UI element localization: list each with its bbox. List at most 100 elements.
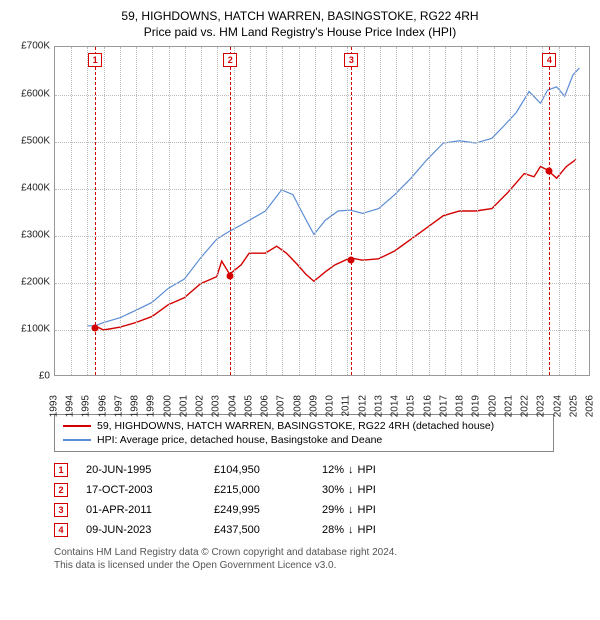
gridline-v [201, 47, 202, 375]
row-date: 09-JUN-2023 [86, 524, 196, 536]
x-axis: 1993199419951996199719981999200020012002… [54, 376, 590, 406]
x-tick-label: 2006 [260, 395, 271, 417]
gridline-v [299, 47, 300, 375]
gridline-v [217, 47, 218, 375]
y-tick-label: £600K [21, 88, 50, 99]
gridline-v [364, 47, 365, 375]
gridline-v [559, 47, 560, 375]
x-tick-label: 2023 [536, 395, 547, 417]
gridline-v [445, 47, 446, 375]
x-tick-label: 2022 [520, 395, 531, 417]
gridline-v [494, 47, 495, 375]
gridline-v [526, 47, 527, 375]
y-tick-label: £500K [21, 135, 50, 146]
row-delta-vs: HPI [358, 484, 376, 496]
table-row: 4 09-JUN-2023 £437,500 28%↓HPI [54, 520, 554, 540]
gridline-v [152, 47, 153, 375]
x-tick-label: 2002 [195, 395, 206, 417]
sale-marker-dot [227, 273, 234, 280]
sale-marker-number: 4 [542, 53, 556, 67]
chart-container: 59, HIGHDOWNS, HATCH WARREN, BASINGSTOKE… [0, 0, 600, 578]
row-delta-pct: 12% [322, 464, 344, 476]
x-tick-label: 1997 [113, 395, 124, 417]
title-line-1: 59, HIGHDOWNS, HATCH WARREN, BASINGSTOKE… [10, 8, 590, 24]
x-tick-label: 2001 [178, 395, 189, 417]
row-delta: 30%↓HPI [322, 484, 376, 496]
legend-label: 59, HIGHDOWNS, HATCH WARREN, BASINGSTOKE… [97, 420, 494, 432]
gridline-v [71, 47, 72, 375]
plot-area: 1234 [54, 46, 590, 376]
sale-marker-dot [92, 324, 99, 331]
row-date: 17-OCT-2003 [86, 484, 196, 496]
sale-marker-line [230, 47, 231, 375]
x-tick-label: 2016 [422, 395, 433, 417]
gridline-v [315, 47, 316, 375]
x-tick-label: 2009 [308, 395, 319, 417]
y-tick-label: £400K [21, 182, 50, 193]
row-delta-pct: 30% [322, 484, 344, 496]
row-delta-vs: HPI [358, 464, 376, 476]
gridline-v [542, 47, 543, 375]
gridline-v [234, 47, 235, 375]
x-tick-label: 2020 [487, 395, 498, 417]
chart-area: £0£100K£200K£300K£400K£500K£600K£700K 12… [10, 46, 590, 406]
row-marker-number: 2 [54, 483, 68, 497]
x-tick-label: 2015 [406, 395, 417, 417]
series-price_paid [95, 160, 576, 331]
x-tick-label: 1998 [130, 395, 141, 417]
sale-marker-line [549, 47, 550, 375]
gridline-v [396, 47, 397, 375]
x-tick-label: 2014 [390, 395, 401, 417]
x-tick-label: 1993 [49, 395, 60, 417]
table-row: 301-APR-2011£249,99529%↓HPI [54, 500, 554, 520]
sale-marker-number: 2 [223, 53, 237, 67]
sale-marker-dot [546, 168, 553, 175]
gridline-v [461, 47, 462, 375]
table-row: 2 17-OCT-2003 £215,000 30%↓HPI [54, 480, 554, 500]
x-tick-label: 2024 [552, 395, 563, 417]
row-marker-number: 4 [54, 523, 68, 537]
x-tick-label: 2004 [227, 395, 238, 417]
gridline-v [169, 47, 170, 375]
x-tick-label: 2021 [503, 395, 514, 417]
gridline-v [575, 47, 576, 375]
gridline-v [185, 47, 186, 375]
row-date: 20-JUN-1995 [86, 464, 196, 476]
sale-marker-number: 1 [88, 53, 102, 67]
gridline-v [429, 47, 430, 375]
row-delta: 29%↓HPI [322, 504, 376, 516]
x-tick-label: 2025 [568, 395, 579, 417]
row-price: £104,950 [214, 464, 304, 476]
x-tick-label: 2010 [325, 395, 336, 417]
x-tick-label: 2011 [341, 395, 352, 417]
arrow-down-icon: ↓ [348, 464, 354, 476]
row-delta: 28%↓HPI [322, 524, 376, 536]
legend: 59, HIGHDOWNS, HATCH WARREN, BASINGSTOKE… [54, 414, 554, 452]
row-price: £437,500 [214, 524, 304, 536]
row-price: £215,000 [214, 484, 304, 496]
footer-line-1: Contains HM Land Registry data © Crown c… [54, 546, 590, 559]
x-tick-label: 2007 [276, 395, 287, 417]
table-row: 1 20-JUN-1995 £104,950 12% ↓ HPI [54, 460, 554, 480]
gridline-v [380, 47, 381, 375]
row-delta-pct: 28% [322, 524, 344, 536]
title-line-2: Price paid vs. HM Land Registry's House … [10, 24, 590, 40]
series-hpi [87, 68, 579, 326]
y-tick-label: £100K [21, 324, 50, 335]
y-tick-label: £200K [21, 277, 50, 288]
row-delta-vs: HPI [358, 504, 376, 516]
chart-title: 59, HIGHDOWNS, HATCH WARREN, BASINGSTOKE… [10, 8, 590, 40]
legend-row: HPI: Average price, detached house, Basi… [63, 433, 545, 447]
row-delta: 12% ↓ HPI [322, 464, 376, 476]
gridline-v [331, 47, 332, 375]
x-tick-label: 1996 [97, 395, 108, 417]
x-tick-label: 1994 [65, 395, 76, 417]
row-marker-number: 1 [54, 463, 68, 477]
x-tick-label: 2018 [455, 395, 466, 417]
x-tick-label: 2008 [292, 395, 303, 417]
gridline-v [87, 47, 88, 375]
gridline-v [282, 47, 283, 375]
gridline-v [510, 47, 511, 375]
gridline-v [136, 47, 137, 375]
legend-swatch [63, 425, 91, 427]
